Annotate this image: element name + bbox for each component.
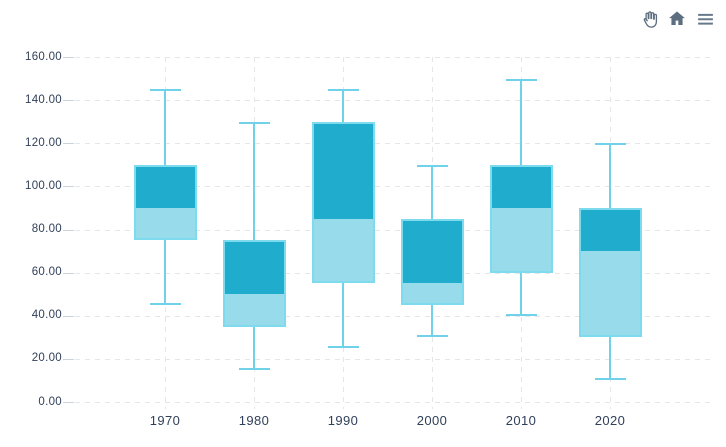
y-gridline xyxy=(75,402,710,403)
y-axis-label: 0.00 xyxy=(38,395,62,408)
boxplot-1980[interactable] xyxy=(222,121,286,370)
whisker-cap-low xyxy=(238,367,270,370)
whisker-cap-low xyxy=(416,335,448,338)
box-body[interactable] xyxy=(578,207,642,338)
box-upper-segment xyxy=(313,123,373,219)
y-axis-label: 80.00 xyxy=(31,223,62,235)
x-axis-label: 1990 xyxy=(327,413,359,428)
y-axis-tick xyxy=(63,402,74,403)
y-axis-label: 40.00 xyxy=(31,309,62,322)
y-axis-tick xyxy=(63,57,74,58)
x-axis-label: 1980 xyxy=(238,413,270,428)
y-axis-tick xyxy=(63,186,74,188)
whisker-cap-low xyxy=(327,346,359,349)
whisker-line-high xyxy=(609,143,611,208)
y-gridline xyxy=(75,229,710,231)
whisker-line-low xyxy=(253,326,255,370)
y-axis-label: 160.00 xyxy=(25,50,62,63)
x-axis-label: 2000 xyxy=(416,413,448,428)
y-gridline xyxy=(75,57,710,58)
y-gridline xyxy=(75,272,710,274)
boxplot-2020[interactable] xyxy=(578,143,642,381)
pan-tool-icon[interactable] xyxy=(638,8,660,30)
y-gridline xyxy=(75,100,710,102)
whisker-line-low xyxy=(520,272,522,316)
whisker-line-high xyxy=(520,78,522,165)
box-body[interactable] xyxy=(400,218,464,305)
chart-toolbar xyxy=(638,8,716,30)
box-body[interactable] xyxy=(489,164,553,273)
whisker-cap-low xyxy=(505,313,537,316)
whisker-line-high xyxy=(431,164,433,219)
whisker-line-low xyxy=(164,240,166,305)
pan-tool-icon-svg xyxy=(643,10,657,28)
whisker-cap-low xyxy=(149,302,181,305)
menu-icon[interactable] xyxy=(694,8,716,30)
whisker-cap-low xyxy=(594,378,626,381)
y-axis-label: 20.00 xyxy=(31,352,62,365)
y-axis-tick xyxy=(63,315,74,317)
box-upper-segment xyxy=(580,209,640,252)
y-axis-tick xyxy=(63,100,74,102)
y-axis-tick xyxy=(63,229,74,231)
x-axis-label: 2010 xyxy=(505,413,537,428)
y-gridline xyxy=(75,358,710,360)
home-icon-svg xyxy=(669,11,685,25)
boxplot-2010[interactable] xyxy=(489,78,553,316)
menu-icon-svg xyxy=(697,13,713,25)
x-axis-label: 1970 xyxy=(149,413,181,428)
whisker-line-high xyxy=(164,89,166,165)
y-axis-label: 120.00 xyxy=(25,136,62,149)
boxplot-1990[interactable] xyxy=(311,89,375,349)
y-axis-tick xyxy=(63,358,74,360)
box-upper-segment xyxy=(135,166,195,208)
whisker-line-low xyxy=(431,304,433,338)
y-axis-label: 100.00 xyxy=(25,179,62,192)
y-gridline xyxy=(75,186,710,188)
whisker-line-low xyxy=(609,337,611,381)
y-axis-tick xyxy=(63,272,74,274)
whisker-line-high xyxy=(253,121,255,241)
y-axis-tick xyxy=(63,143,74,145)
whisker-line-low xyxy=(342,283,344,349)
box-body[interactable] xyxy=(311,121,375,284)
home-icon[interactable] xyxy=(666,8,688,30)
boxplot-1970[interactable] xyxy=(133,89,197,305)
box-upper-segment xyxy=(224,242,284,295)
whisker-line-high xyxy=(342,89,344,122)
x-axis-label: 2020 xyxy=(594,413,626,428)
y-gridline xyxy=(75,315,710,317)
box-upper-segment xyxy=(491,166,551,208)
box-upper-segment xyxy=(402,220,462,284)
boxplot-2000[interactable] xyxy=(400,164,464,338)
box-body[interactable] xyxy=(133,164,197,241)
y-axis-label: 140.00 xyxy=(25,93,62,106)
y-gridline xyxy=(75,143,710,145)
box-body[interactable] xyxy=(222,240,286,327)
y-axis-label: 60.00 xyxy=(31,266,62,279)
